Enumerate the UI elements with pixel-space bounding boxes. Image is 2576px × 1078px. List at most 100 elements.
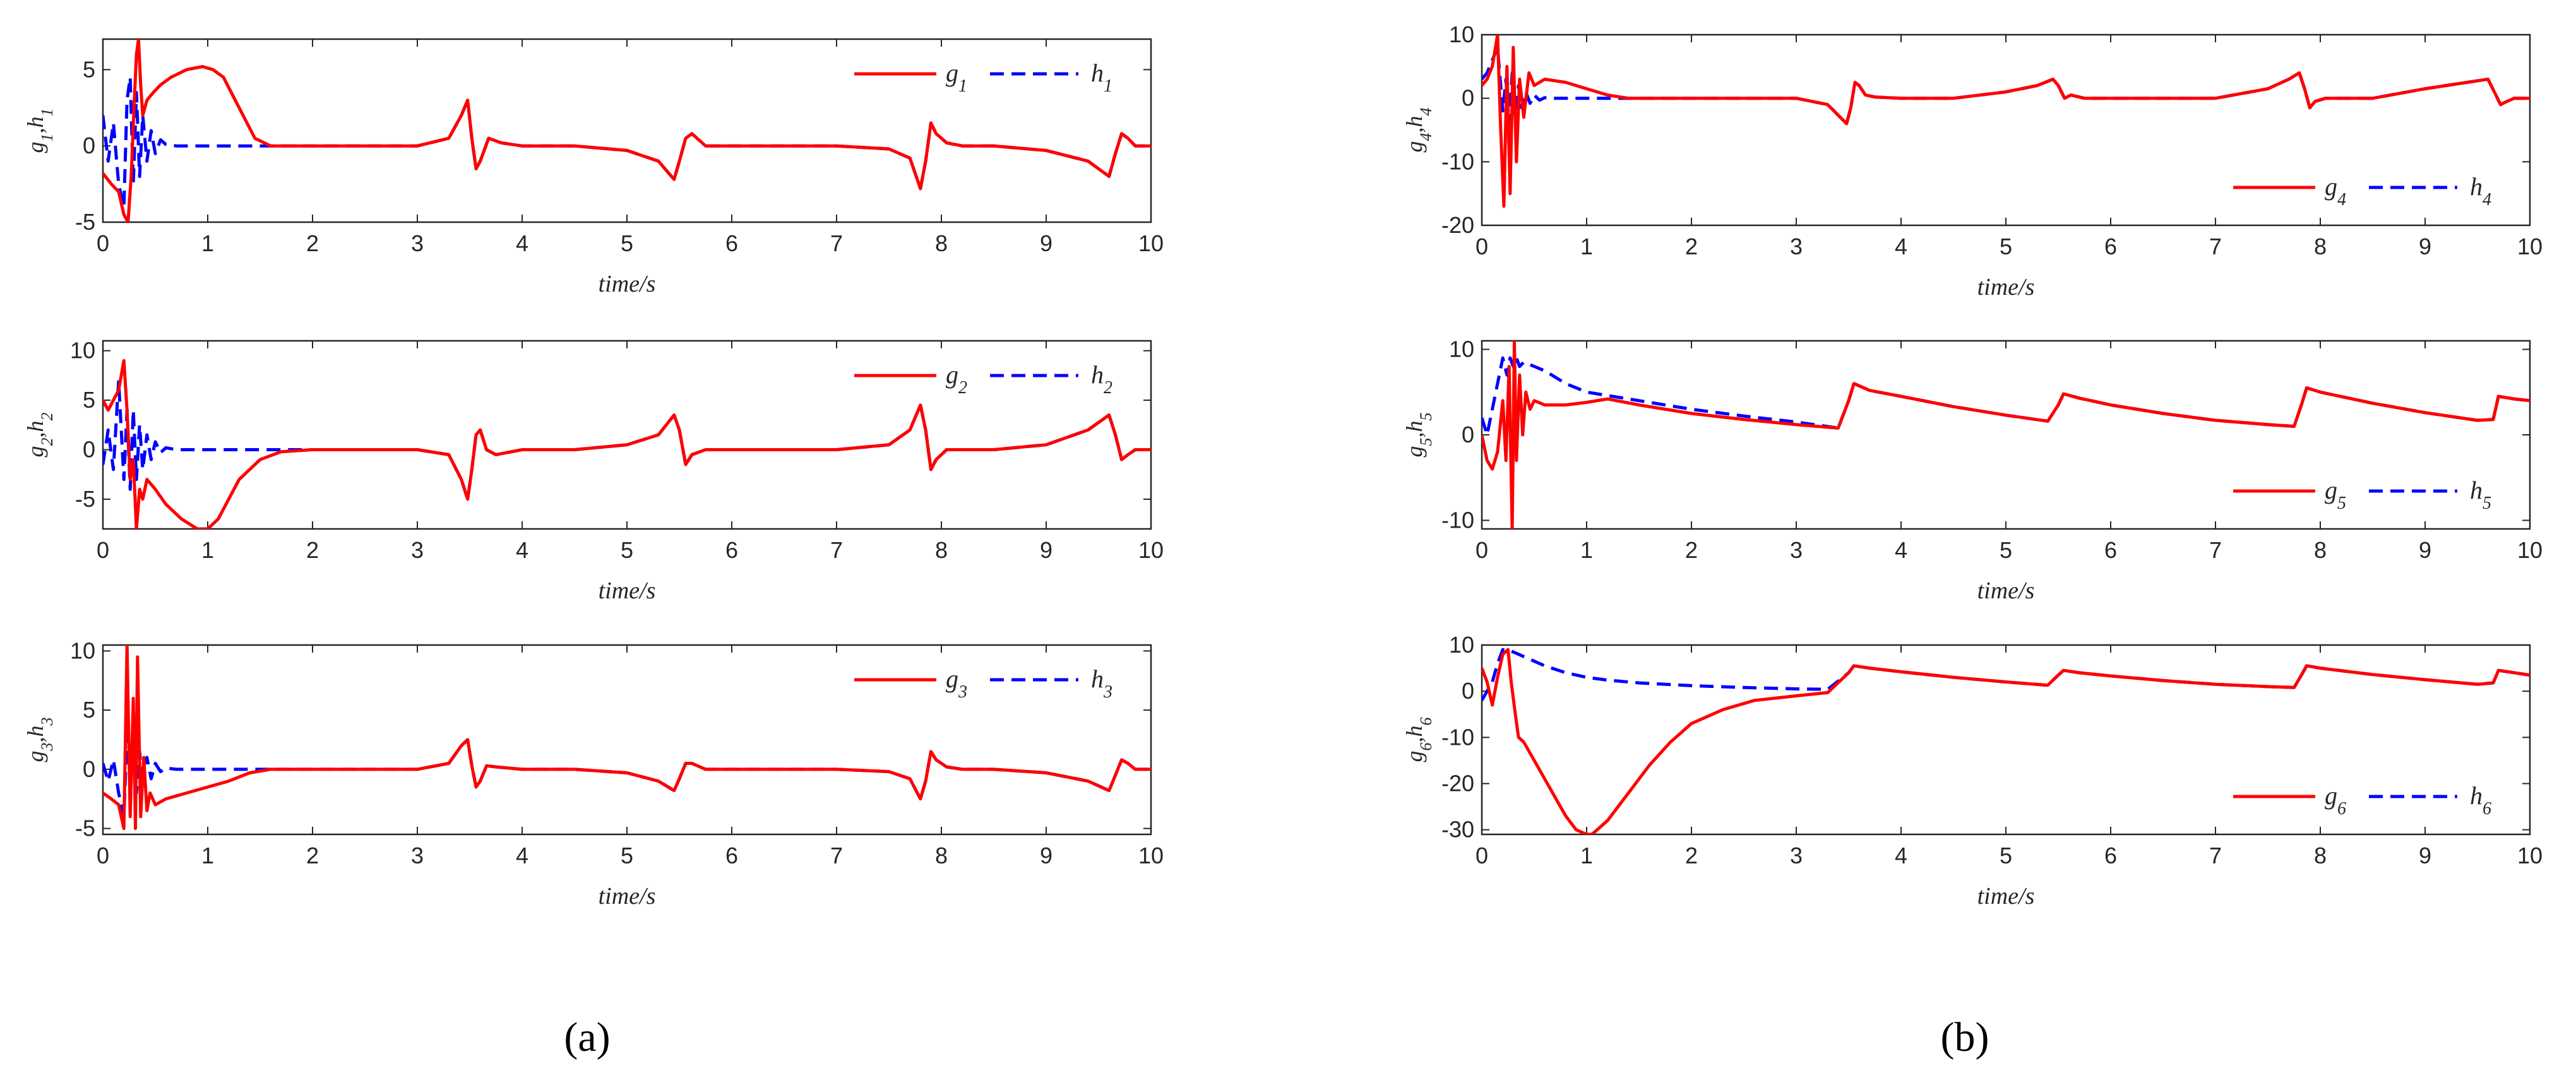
x-tick-label: 6	[725, 537, 738, 563]
x-tick-label: 5	[621, 537, 633, 563]
x-tick-label: 3	[411, 230, 424, 256]
x-tick-label: 10	[2517, 234, 2543, 259]
legend-label-h: h6	[2470, 781, 2491, 819]
y-axis-label: g4,h4	[1402, 108, 1435, 153]
y-label-subscript: 4	[1417, 108, 1435, 116]
legend-subscript: 3	[1103, 682, 1112, 702]
x-axis-label: time/s	[1977, 578, 2035, 604]
y-label-text: ,h	[1402, 726, 1427, 743]
x-tick-label: 0	[97, 843, 109, 868]
plot-area	[1481, 33, 2531, 227]
legend-label-h: h1	[1091, 59, 1112, 96]
y-label-subscript: 5	[1417, 413, 1435, 421]
x-tick-label: 4	[1895, 234, 1907, 259]
y-tick-label: -5	[75, 209, 95, 235]
y-label-text: ,h	[23, 726, 48, 743]
legend-label-h: h4	[2470, 172, 2491, 210]
y-label-text: g	[23, 142, 48, 153]
x-tick-label: 6	[725, 230, 738, 256]
legend-subscript: 4	[2337, 190, 2346, 210]
x-tick-label: 10	[2517, 537, 2543, 563]
y-label-text: ,h	[23, 117, 48, 134]
x-tick-label: 6	[2104, 843, 2117, 868]
y-tick-label: 10	[1449, 21, 1474, 47]
x-axis-label: time/s	[599, 271, 656, 297]
y-tick-label: -20	[1441, 771, 1474, 797]
y-label-subscript: 2	[38, 438, 56, 446]
x-tick-label: 8	[935, 537, 948, 563]
x-tick-label: 3	[411, 843, 424, 868]
x-tick-label: 2	[306, 537, 319, 563]
y-tick-label: 5	[83, 56, 95, 82]
y-tick-label: -10	[1441, 148, 1474, 174]
y-label-text: g	[23, 446, 48, 458]
x-tick-label: 1	[1580, 537, 1593, 563]
y-axis-label: g3,h3	[23, 718, 56, 762]
y-label-subscript: 6	[1417, 743, 1435, 751]
x-tick-label: 7	[2209, 537, 2222, 563]
legend-subscript: 4	[2483, 190, 2491, 210]
x-tick-label: 7	[2209, 843, 2222, 868]
legend-label-g: g4	[2325, 172, 2346, 210]
x-tick-label: 7	[830, 537, 843, 563]
legend-text: g	[946, 665, 958, 693]
x-tick-label: 2	[306, 843, 319, 868]
y-tick-label: -30	[1441, 817, 1474, 843]
x-tick-label: 5	[2000, 843, 2012, 868]
legend-subscript: 2	[1104, 378, 1112, 398]
y-axis-label: g6,h6	[1402, 718, 1435, 762]
legend-subscript: 2	[958, 378, 967, 398]
x-tick-label: 5	[2000, 537, 2012, 563]
panel-label-b: (b)	[1941, 1014, 1989, 1060]
x-tick-label: 10	[1138, 843, 1164, 868]
legend-subscript: 1	[1104, 76, 1112, 96]
y-tick-label: 10	[70, 338, 95, 364]
x-tick-label: 0	[97, 230, 109, 256]
x-tick-label: 2	[1685, 843, 1698, 868]
series-line-g1	[103, 39, 1151, 222]
y-label-subscript: 6	[1417, 718, 1435, 726]
legend-text: g	[2325, 476, 2337, 504]
x-tick-label: 4	[516, 843, 528, 868]
y-tick-label: 10	[1449, 336, 1474, 362]
x-tick-label: 9	[2419, 537, 2431, 563]
y-label-subscript: 4	[1417, 133, 1435, 141]
y-label-text: ,h	[1402, 421, 1427, 438]
y-label-text: g	[1402, 751, 1427, 762]
y-label-subscript: 1	[38, 109, 56, 117]
legend-label-h: h2	[1091, 360, 1112, 398]
x-tick-label: 1	[1580, 234, 1593, 259]
x-tick-label: 0	[1476, 843, 1488, 868]
y-tick-label: 0	[1462, 678, 1474, 704]
legend-subscript: 6	[2337, 799, 2346, 819]
x-tick-label: 9	[1040, 230, 1052, 256]
x-tick-label: 9	[2419, 234, 2431, 259]
legend-text: g	[946, 360, 958, 389]
x-tick-label: 7	[830, 230, 843, 256]
legend-label-h: h5	[2470, 476, 2491, 513]
x-tick-label: 9	[1040, 843, 1052, 868]
x-tick-label: 8	[2314, 234, 2327, 259]
x-tick-label: 6	[2104, 537, 2117, 563]
x-tick-label: 7	[2209, 234, 2222, 259]
plot-area	[102, 340, 1152, 530]
x-tick-label: 8	[2314, 843, 2327, 868]
plot-area	[1481, 644, 2531, 836]
legend-text: g	[2325, 172, 2337, 201]
x-tick-label: 3	[1790, 234, 1803, 259]
series-line-g6	[1482, 648, 2530, 834]
legend-label-g: g1	[946, 59, 967, 96]
y-tick-label: -20	[1441, 212, 1474, 238]
legend-text: g	[2325, 781, 2337, 810]
y-label-text: ,h	[1402, 116, 1427, 133]
plot-area	[102, 38, 1152, 223]
x-tick-label: 8	[935, 843, 948, 868]
x-tick-label: 1	[201, 843, 214, 868]
legend-subscript: 5	[2337, 494, 2346, 513]
x-tick-label: 10	[1138, 537, 1164, 563]
x-tick-label: 9	[1040, 537, 1052, 563]
series-line-g5	[1482, 341, 2530, 529]
y-tick-label: 0	[83, 133, 95, 158]
